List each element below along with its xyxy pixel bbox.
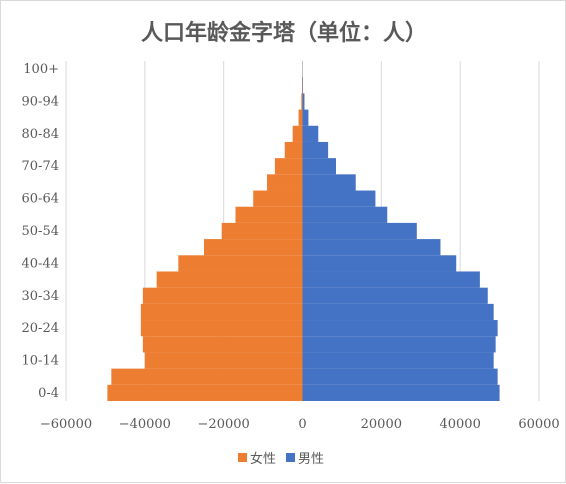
x-axis-tick-labels: −60000 −40000 −20000 0 20000 40000 60000: [40, 417, 560, 432]
legend-label-male: 男性: [298, 452, 324, 467]
bar-female-20-24: [141, 320, 303, 336]
bar-male-65-69: [303, 174, 356, 190]
y-tick-label: 70-74: [22, 159, 59, 174]
legend-label-female: 女性: [250, 451, 276, 467]
bar-female-80-84: [293, 126, 303, 142]
bar-male-0-4: [303, 385, 500, 401]
x-tick-label: −60000: [40, 417, 92, 432]
y-tick-label: 50-54: [22, 224, 59, 239]
y-tick-label: 30-34: [22, 289, 59, 304]
bar-male-30-34: [303, 288, 488, 304]
y-tick-label: 0-4: [38, 386, 59, 401]
bar-female-65-69: [267, 174, 302, 190]
y-tick-label: 90-94: [22, 94, 59, 109]
x-tick-label: −40000: [119, 417, 171, 432]
bar-female-85-89: [299, 110, 303, 126]
bar-female-55-59: [235, 207, 302, 223]
bar-female-35-39: [157, 271, 303, 287]
bar-male-20-24: [303, 320, 498, 336]
y-tick-label: 20-24: [22, 321, 59, 336]
bar-female-10-14: [145, 352, 303, 368]
bars: [107, 77, 499, 401]
bar-male-70-74: [303, 158, 337, 174]
bar-male-40-44: [303, 255, 457, 271]
x-tick-label: −20000: [198, 417, 250, 432]
y-tick-label: 10-14: [22, 354, 59, 369]
bar-male-45-49: [303, 239, 441, 255]
bar-female-50-54: [222, 223, 303, 239]
bar-male-55-59: [303, 207, 388, 223]
bar-male-5-9: [303, 369, 498, 385]
bar-female-75-79: [285, 142, 303, 158]
bar-male-25-29: [303, 304, 494, 320]
bar-male-50-54: [303, 223, 417, 239]
legend-swatch-male: [286, 453, 295, 462]
x-tick-label: 0: [298, 417, 306, 432]
y-tick-label: 80-84: [22, 127, 59, 142]
bar-male-80-84: [303, 126, 319, 142]
bar-female-30-34: [143, 288, 303, 304]
bar-male-35-39: [303, 271, 480, 287]
bar-female-70-74: [275, 158, 303, 174]
bar-female-0-4: [107, 385, 302, 401]
y-tick-label: 60-64: [22, 192, 59, 207]
bar-male-90-94: [303, 93, 305, 109]
y-tick-label: 40-44: [22, 256, 59, 271]
bar-female-5-9: [111, 369, 302, 385]
bar-male-85-89: [303, 110, 309, 126]
bar-female-60-64: [253, 191, 302, 207]
bar-female-15-19: [143, 336, 303, 352]
x-tick-label: 20000: [361, 417, 402, 432]
bar-female-25-29: [141, 304, 303, 320]
x-tick-label: 40000: [439, 417, 480, 432]
bar-male-15-19: [303, 336, 496, 352]
legend: 女性 男性: [238, 451, 324, 467]
y-tick-label: 100+: [23, 62, 59, 77]
x-tick-label: 60000: [518, 417, 559, 432]
bar-female-40-44: [178, 255, 302, 271]
y-axis-tick-labels: 0-4 10-14 20-24 30-34 40-44 50-54 60-64 70-74 80…: [22, 62, 59, 401]
bar-female-90-94: [301, 93, 302, 109]
bar-male-75-79: [303, 142, 329, 158]
bar-male-10-14: [303, 352, 494, 368]
bar-male-60-64: [303, 191, 376, 207]
legend-swatch-female: [238, 453, 247, 462]
bar-female-45-49: [204, 239, 303, 255]
